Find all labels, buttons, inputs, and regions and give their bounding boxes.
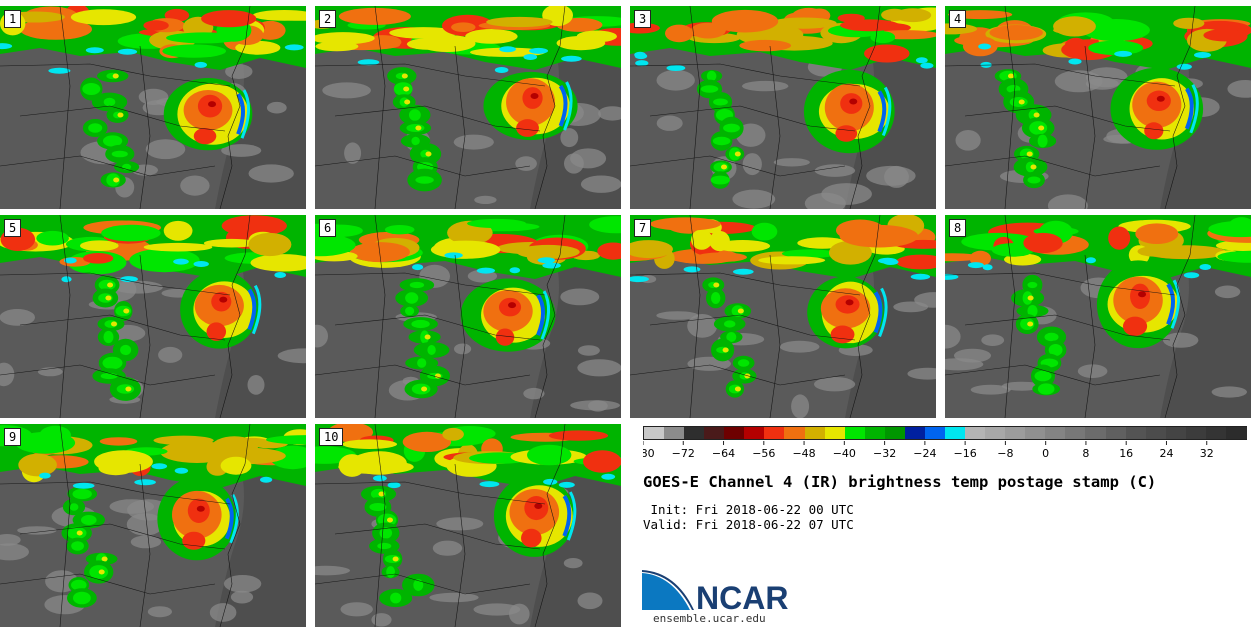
valid-time: Valid: Fri 2018-06-22 07 UTC [643,517,854,532]
member-number-label: 8 [949,219,967,237]
colorbar-tick-label: 8 [1082,447,1089,460]
ensemble-member-panel: 2 [315,6,621,209]
ensemble-member-panel: 1 [0,6,306,209]
colorbar-swatch [644,427,665,439]
colorbar-swatch [1105,427,1127,439]
colorbar-swatch [1185,427,1207,439]
ncar-logo: NCAR [642,570,788,612]
ncar-logo-text: NCAR [696,580,788,612]
colorbar-swatch [1205,427,1227,439]
member-number-label: 3 [634,10,652,28]
logo-url: ensemble.ucar.edu [653,612,766,625]
colorbar-swatch [724,427,745,439]
ir-satellite-map [945,215,1251,418]
ir-satellite-map [315,215,621,418]
member-number-label: 4 [949,10,967,28]
member-number-label: 10 [319,428,344,446]
ir-satellite-map [0,424,306,627]
ensemble-member-panel: 7 [630,215,936,418]
colorbar-swatch [1085,427,1107,439]
member-number-label: 9 [4,428,22,446]
colorbar-tick-label: 16 [1119,447,1133,460]
ensemble-member-panel: 9 [0,424,306,627]
colorbar-swatch [824,427,846,439]
ensemble-member-panel: 10 [315,424,621,627]
member-number-label: 2 [319,10,337,28]
ir-satellite-map [630,6,936,209]
colorbar-swatch [904,427,926,439]
colorbar-tick-label: 0 [1042,447,1049,460]
init-time: Init: Fri 2018-06-22 00 UTC [643,502,854,517]
colorbar-tick-label: −72 [672,447,695,460]
colorbar-swatch [684,427,705,439]
colorbar-swatch [664,427,685,439]
ir-satellite-map [630,215,936,418]
colorbar-tick-label: −64 [712,447,735,460]
colorbar-tick-label: −56 [752,447,775,460]
colorbar-swatch [744,427,765,439]
ir-satellite-map [315,424,621,627]
ensemble-member-panel: 3 [630,6,936,209]
colorbar-swatch [1165,427,1187,439]
member-number-label: 1 [4,10,22,28]
colorbar-swatch [985,427,1006,439]
colorbar-swatch [924,427,946,439]
ensemble-member-panel: 8 [945,215,1251,418]
ir-satellite-map [0,215,306,418]
colorbar-swatch [784,427,806,439]
colorbar-swatch [1225,427,1247,439]
colorbar-swatch [804,427,826,439]
member-number-label: 5 [4,219,22,237]
colorbar-swatch [1045,427,1066,439]
colorbar-tick-label: −48 [792,447,815,460]
ensemble-member-panel: 6 [315,215,621,418]
ir-satellite-map [945,6,1251,209]
colorbar-swatch [864,427,886,439]
member-number-label: 7 [634,219,652,237]
colorbar-tick-label: 24 [1159,447,1173,460]
colorbar-tick-label: −16 [954,447,977,460]
ir-satellite-map [315,6,621,209]
colorbar-tick-label: −8 [997,447,1013,460]
colorbar-tick-label: −40 [833,447,856,460]
colorbar-swatch [1125,427,1147,439]
colorbar [643,426,1247,440]
colorbar-swatch [945,427,966,439]
colorbar-tick-label: −32 [873,447,896,460]
colorbar-tick-label: −80 [643,447,655,460]
colorbar-swatch [764,427,786,439]
colorbar-swatch [844,427,866,439]
colorbar-swatch [1145,427,1167,439]
colorbar-swatch [1065,427,1087,439]
colorbar-swatch [704,427,725,439]
colorbar-swatch [1005,427,1026,439]
ir-satellite-map [0,6,306,209]
colorbar-tick-label: −24 [913,447,936,460]
figure-title: GOES-E Channel 4 (IR) brightness temp po… [643,473,1157,491]
ensemble-member-panel: 4 [945,6,1251,209]
member-number-label: 6 [319,219,337,237]
colorbar-swatch [965,427,986,439]
colorbar-swatch [884,427,906,439]
ensemble-member-panel: 5 [0,215,306,418]
colorbar-tick-label: 32 [1200,447,1214,460]
colorbar-swatch [1025,427,1046,439]
